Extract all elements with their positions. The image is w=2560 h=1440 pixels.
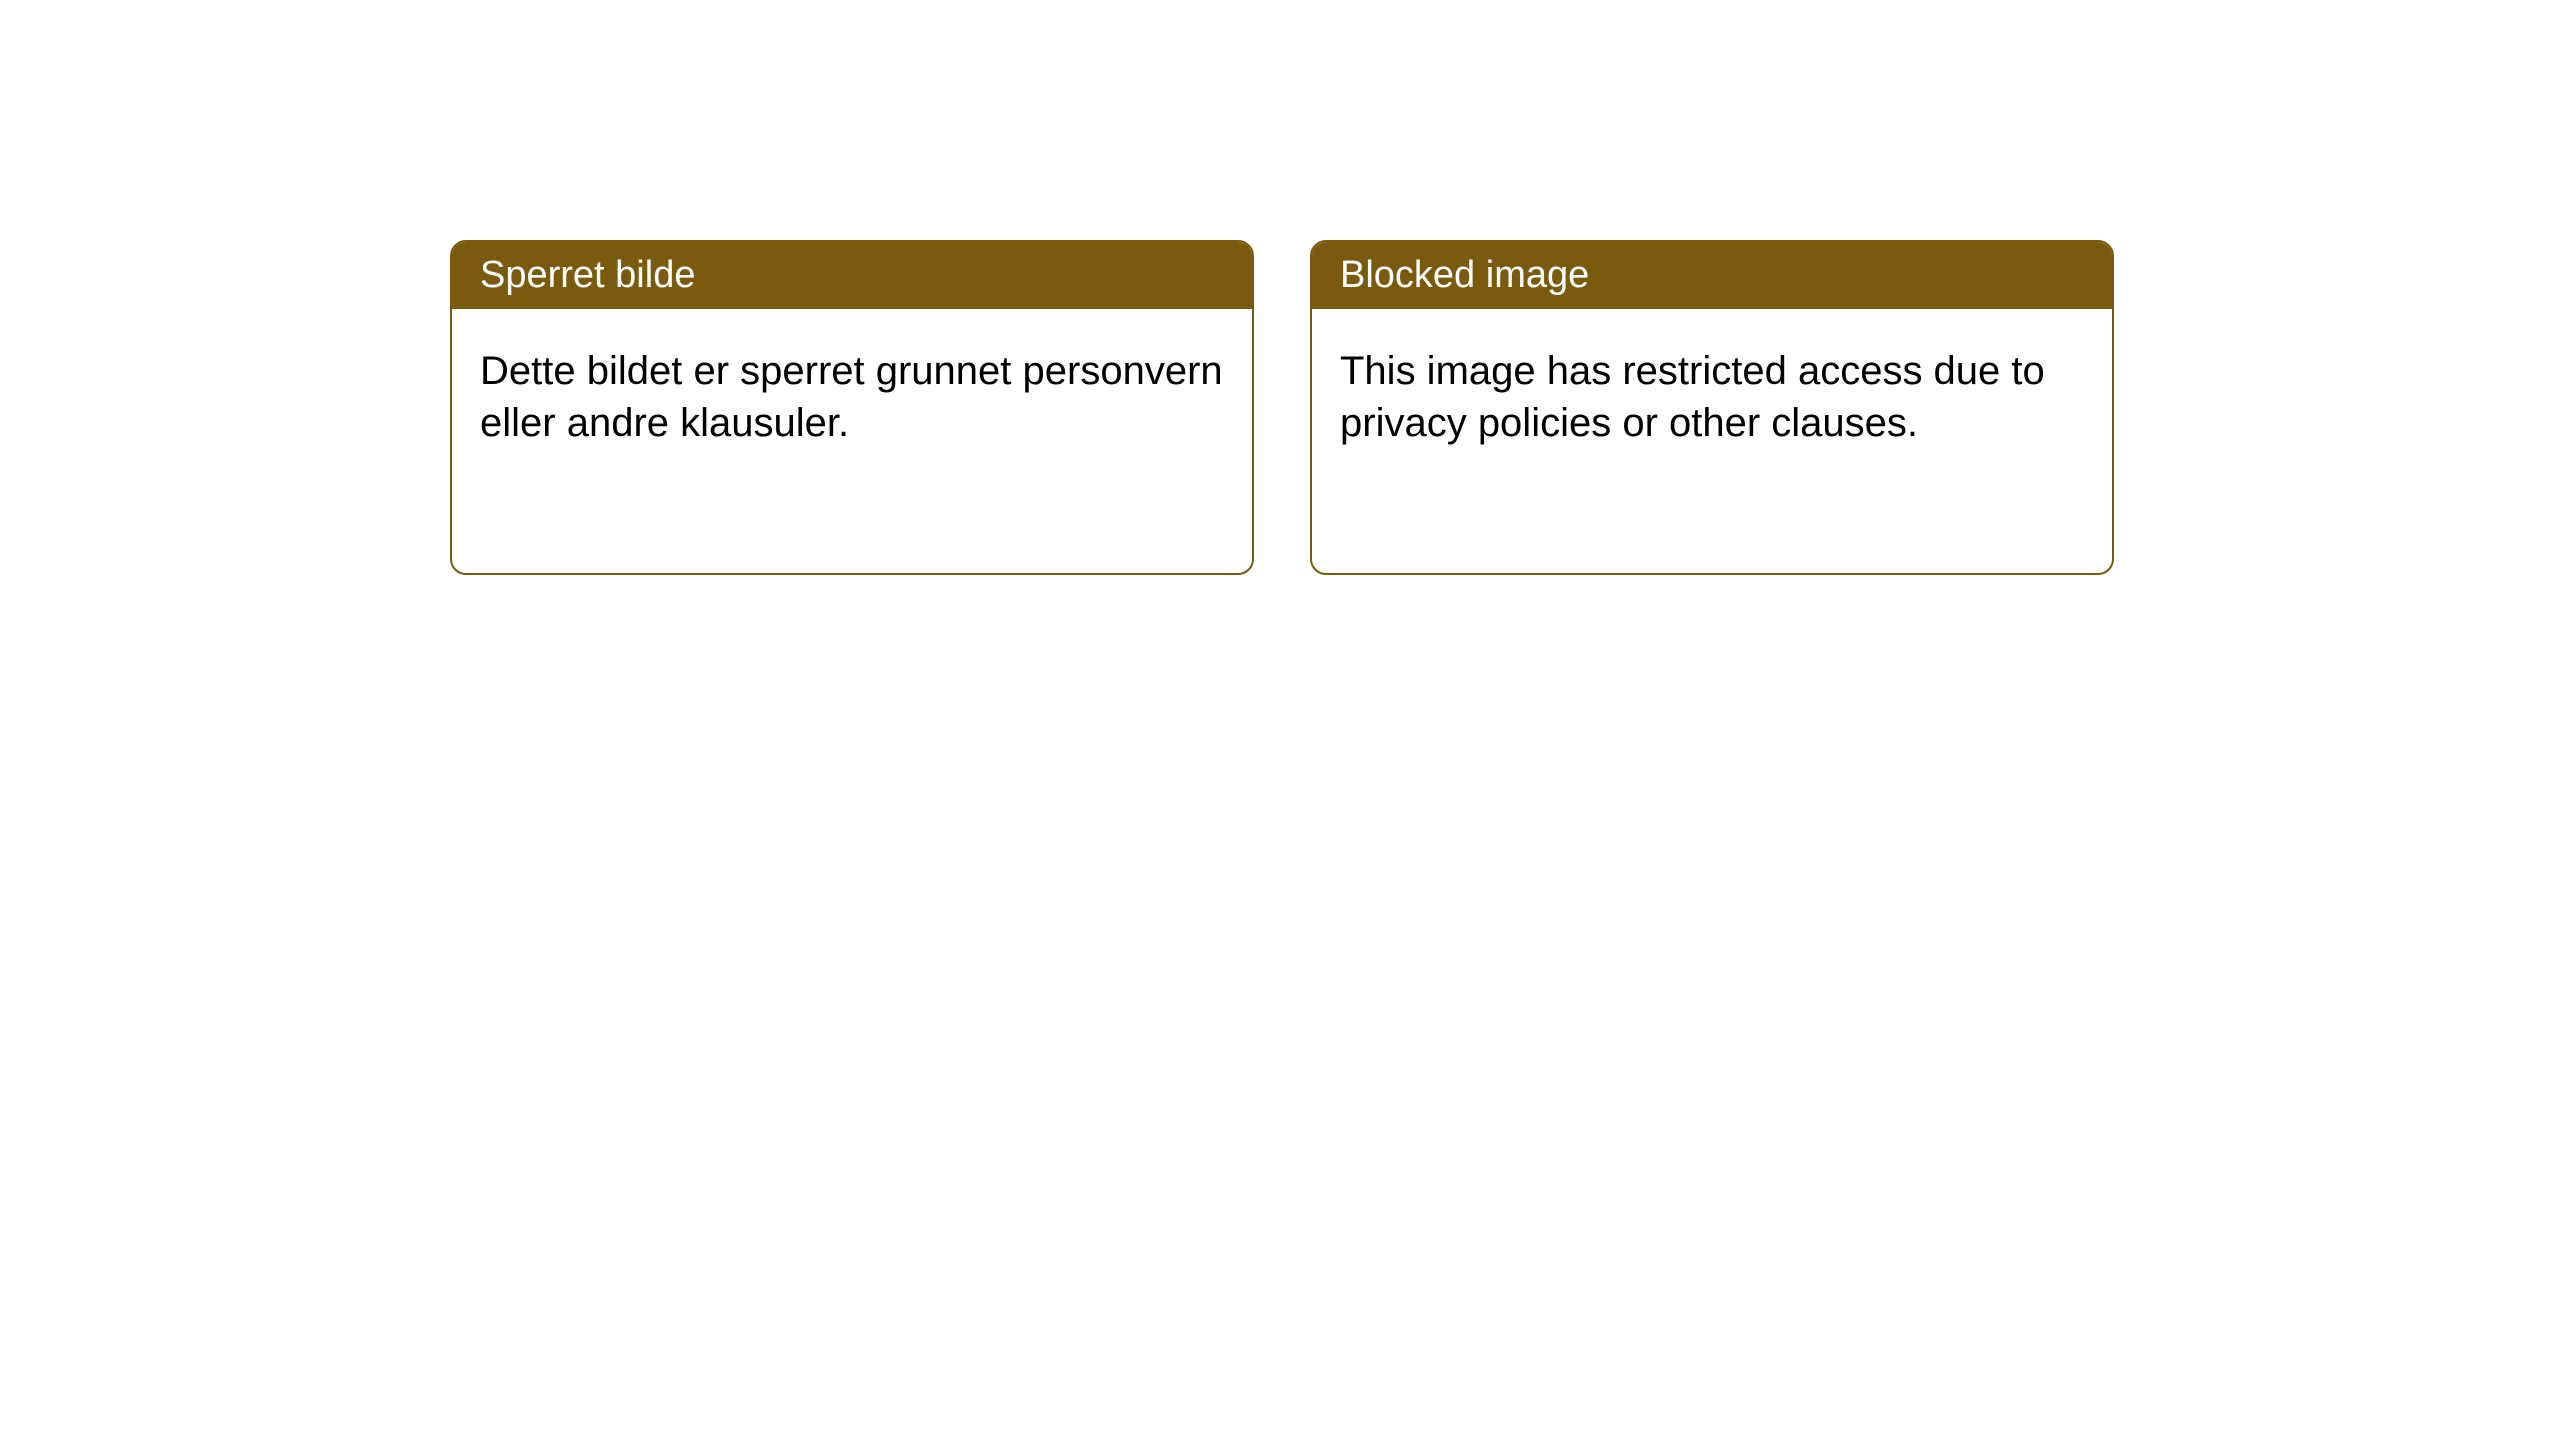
notice-cards-row: Sperret bilde Dette bildet er sperret gr… [450,240,2114,575]
notice-card-no: Sperret bilde Dette bildet er sperret gr… [450,240,1254,575]
notice-card-en: Blocked image This image has restricted … [1310,240,2114,575]
notice-card-body: This image has restricted access due to … [1312,309,2112,485]
notice-card-title: Sperret bilde [452,242,1252,309]
notice-card-body: Dette bildet er sperret grunnet personve… [452,309,1252,485]
notice-card-title: Blocked image [1312,242,2112,309]
